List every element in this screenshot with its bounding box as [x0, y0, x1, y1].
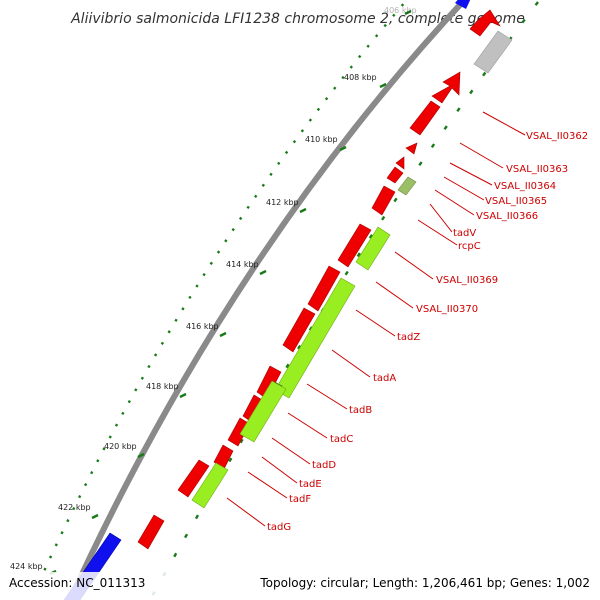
gene-label: tadA [373, 373, 396, 384]
major-tick [219, 331, 227, 338]
gene-feature [337, 223, 372, 268]
gene-label: VSAL_II0363 [506, 164, 568, 175]
gene-feature [177, 459, 210, 498]
gene-label: tadC [330, 434, 353, 445]
gene-label: tadE [299, 479, 322, 490]
major-tick [179, 392, 187, 399]
gene-feature [307, 265, 341, 312]
major-tick [339, 145, 347, 152]
position-labels: 406 kbp 408 kbp 410 kbp 412 kbp 414 kbp … [10, 6, 417, 571]
major-tick [299, 207, 307, 214]
gene-label: tadG [267, 522, 291, 533]
gene-feature [386, 166, 404, 184]
gene-feature [397, 176, 417, 196]
gene-label: VSAL_II0365 [485, 196, 547, 207]
position-label: 416 kbp [186, 322, 219, 331]
gene-label: tadV [453, 228, 476, 239]
major-tick [379, 82, 387, 89]
position-label: 424 kbp [10, 562, 43, 571]
tick-ring [38, 0, 409, 581]
gene-label: tadB [349, 405, 372, 416]
gene-label: VSAL_II0362 [526, 131, 588, 142]
forward-strand-features [137, 9, 501, 550]
gene-label: tadD [312, 460, 336, 471]
gene-feature [469, 9, 501, 37]
position-label: 410 kbp [305, 135, 338, 144]
gene-feature [371, 185, 396, 216]
gene-labels: VSAL_II0362 VSAL_II0363 VSAL_II0364 VSAL… [267, 131, 588, 533]
major-tick [259, 269, 267, 276]
major-tick [137, 452, 145, 459]
position-label: 418 kbp [146, 382, 179, 391]
position-label: 422 kbp [58, 503, 91, 512]
gene-feature [355, 226, 391, 271]
gene-feature [274, 277, 356, 399]
position-label: 414 kbp [226, 260, 259, 269]
gene-feature [282, 307, 316, 353]
major-ticks [49, 9, 412, 576]
gene-label: tadZ [397, 332, 420, 343]
gene-feature [409, 100, 441, 136]
gene-label: tadF [289, 494, 311, 505]
gene-feature [239, 380, 287, 443]
gene-feature [191, 462, 229, 509]
gene-label: VSAL_II0370 [416, 304, 478, 315]
gene-leader-lines [226, 111, 526, 527]
position-label: 412 kbp [266, 198, 299, 207]
major-tick [404, 9, 412, 16]
position-label: 408 kbp [344, 73, 377, 82]
footer-bar [0, 572, 600, 600]
genome-summary-text: Topology: circular; Length: 1,206,461 bp… [259, 576, 590, 590]
gene-feature [137, 514, 165, 550]
gene-label: VSAL_II0369 [436, 275, 498, 286]
gene-label: rcpC [458, 241, 481, 252]
gene-label: VSAL_II0366 [476, 211, 538, 222]
gene-feature [395, 156, 405, 170]
major-tick [91, 513, 99, 520]
position-label: 420 kbp [104, 442, 137, 451]
accession-text: Accession: NC_011313 [9, 576, 145, 590]
gene-feature [473, 30, 513, 74]
map-title: Aliivibrio salmonicida LFI1238 chromosom… [70, 11, 525, 27]
position-label: 406 kbp [384, 6, 417, 15]
chromosome-backbone-highlight [74, 0, 471, 600]
gene-label: VSAL_II0364 [494, 181, 556, 192]
gene-feature [405, 142, 418, 155]
gene-feature [431, 71, 461, 104]
gene-feature [455, 0, 471, 9]
chromosome-backbone [67, 0, 469, 600]
